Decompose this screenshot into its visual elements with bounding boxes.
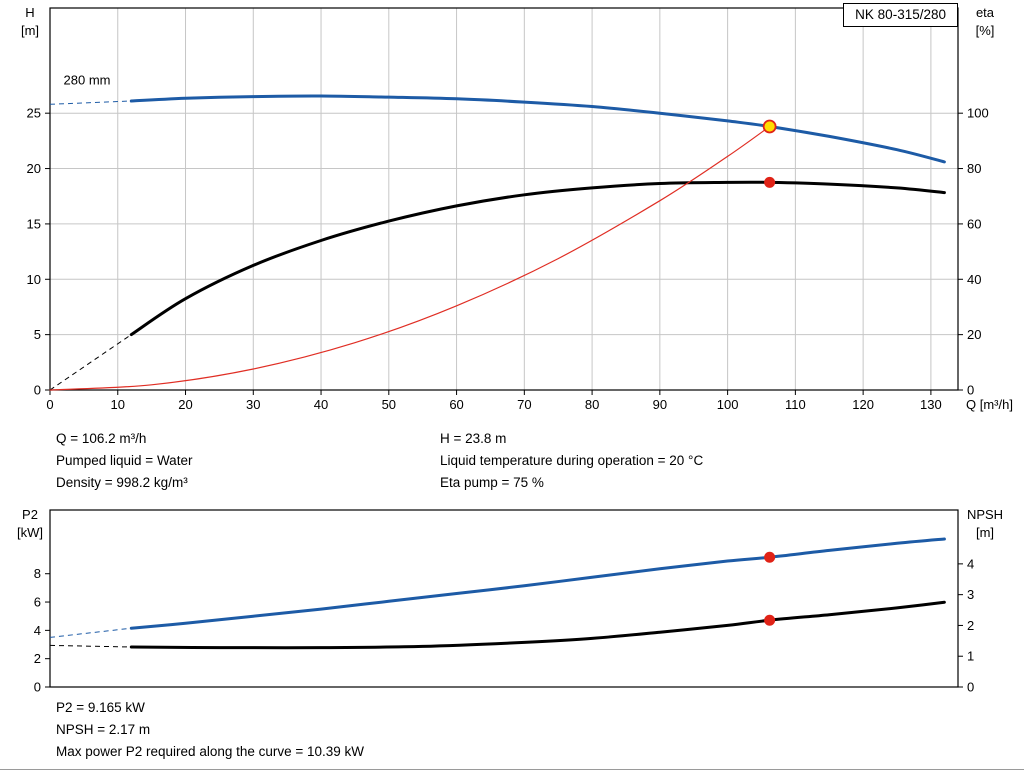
- y-left-tick-label: 5: [34, 327, 41, 342]
- y-right-tick-label: 40: [967, 272, 981, 287]
- impeller-diameter-label: 280 mm: [64, 72, 111, 87]
- performance-chart: 0 10 20 30 40 50 60 70 80 90 100 110 120 130 0 5 10 15 20 2…: [21, 5, 1013, 412]
- operating-info-right: H = 23.8 m Liquid temperature during ope…: [440, 428, 703, 494]
- eta-point: [764, 176, 776, 188]
- left-axis-title: [m]: [21, 23, 39, 38]
- y-left-tick-label: 15: [27, 216, 41, 231]
- x-tick-label: 110: [785, 397, 806, 412]
- x-tick-label: 100: [717, 397, 739, 412]
- x-tick-label: 70: [517, 397, 531, 412]
- x-tick-label: 50: [382, 397, 396, 412]
- x-tick-label: 130: [920, 397, 942, 412]
- plot-border: [49, 509, 959, 688]
- x-tick-label: 40: [314, 397, 328, 412]
- left-axis-title: [kW]: [17, 525, 43, 540]
- info-max-power: Max power P2 required along the curve = …: [56, 744, 365, 759]
- info-head: H = 23.8 m: [440, 431, 507, 446]
- power-npsh-chart: 0 2 4 6 8 0 1 2 3 4 P2 [kW] NPSH [m]: [17, 507, 1003, 695]
- x-tick-label: 0: [46, 397, 53, 412]
- power-info: P2 = 9.165 kW NPSH = 2.17 m Max power P2…: [56, 697, 364, 763]
- y-right-tick-label: 3: [967, 587, 974, 602]
- y-left-tick-label: 4: [34, 623, 41, 638]
- y-right-tick-label: 0: [967, 383, 974, 398]
- y-left-tick-label: 6: [34, 595, 41, 610]
- y-right-tick-label: 1: [967, 649, 974, 664]
- x-tick-label: 10: [111, 397, 125, 412]
- y-right-tick-label: 2: [967, 618, 974, 633]
- y-left-tick-label: 8: [34, 566, 41, 581]
- head-curve: [129, 94, 946, 164]
- eta-curve-dashed: [49, 334, 132, 391]
- info-p2: P2 = 9.165 kW: [56, 700, 145, 715]
- p2-curve: [129, 537, 946, 630]
- right-axis-title: [%]: [976, 23, 995, 38]
- x-tick-label: 60: [449, 397, 463, 412]
- left-axis-title: P2: [22, 507, 38, 522]
- y-left-tick-label: 2: [34, 651, 41, 666]
- x-tick-label: 90: [653, 397, 667, 412]
- right-axis-title: NPSH: [967, 507, 1003, 522]
- right-axis-title: eta: [976, 5, 995, 20]
- x-tick-label: 20: [178, 397, 192, 412]
- right-axis-title: [m]: [976, 525, 994, 540]
- info-pumped-liquid: Pumped liquid = Water: [56, 453, 193, 468]
- p2-curve-dashed: [49, 627, 132, 638]
- y-left-tick-label: 0: [34, 383, 41, 398]
- plot-border: [49, 7, 959, 391]
- y-right-tick-label: 4: [967, 556, 974, 571]
- pump-model-label: NK 80-315/280: [855, 7, 946, 22]
- y-right-tick-label: 0: [967, 680, 974, 695]
- npsh-point: [764, 614, 776, 626]
- info-density: Density = 998.2 kg/m³: [56, 475, 188, 490]
- y-left-tick-label: 20: [27, 161, 41, 176]
- info-eta-pump: Eta pump = 75 %: [440, 475, 544, 490]
- y-right-tick-label: 80: [967, 161, 981, 176]
- x-tick-label: 30: [246, 397, 260, 412]
- x-tick-label: 120: [852, 397, 874, 412]
- pump-model-box: NK 80-315/280: [843, 3, 958, 27]
- y-right-tick-label: 60: [967, 216, 981, 231]
- y-right-tick-label: 20: [967, 327, 981, 342]
- eta-curve: [129, 180, 946, 337]
- npsh-curve: [129, 600, 946, 650]
- npsh-curve-dashed: [49, 644, 132, 648]
- head-curve-dashed: [49, 100, 132, 105]
- info-flow: Q = 106.2 m³/h: [56, 431, 147, 446]
- p2-point: [764, 551, 776, 563]
- y-left-tick-label: 25: [27, 106, 41, 121]
- left-axis-title: H: [25, 5, 34, 20]
- system-curve: [49, 125, 771, 391]
- info-npsh: NPSH = 2.17 m: [56, 722, 151, 737]
- y-left-tick-label: 10: [27, 272, 41, 287]
- duty-point: [762, 119, 777, 134]
- x-tick-label: 80: [585, 397, 599, 412]
- operating-info-left: Q = 106.2 m³/h Pumped liquid = Water Den…: [56, 428, 192, 494]
- y-left-tick-label: 0: [34, 680, 41, 695]
- y-right-tick-label: 100: [967, 106, 989, 121]
- footer-divider: [0, 769, 1024, 770]
- x-axis-title: Q [m³/h]: [966, 397, 1013, 412]
- info-liquid-temperature: Liquid temperature during operation = 20…: [440, 453, 704, 468]
